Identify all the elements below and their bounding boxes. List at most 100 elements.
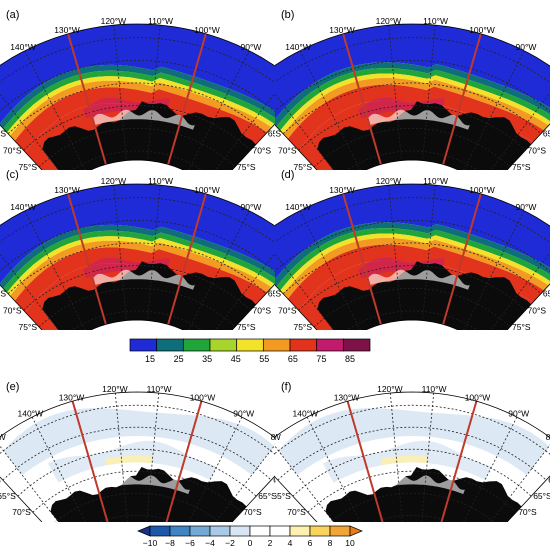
colorbar-swatch: [156, 338, 184, 352]
grid-longitude-line: [420, 392, 435, 522]
longitude-label: 80°W: [271, 432, 275, 442]
colorbar-tick-label: −4: [205, 538, 215, 548]
longitude-label: 140°W: [17, 409, 43, 419]
grid-longitude-line: [0, 75, 69, 170]
colorbar-tick-label: 55: [259, 354, 269, 364]
grid-longitude-line: [147, 25, 161, 161]
grid-longitude-line: [24, 210, 87, 330]
grid-longitude-line: [388, 25, 402, 161]
field-band: [0, 184, 275, 291]
transect-line: [342, 193, 382, 325]
latitude-label-left: 65°S: [0, 289, 6, 299]
field-band: [275, 184, 550, 289]
longitude-label: 140°W: [10, 42, 36, 52]
land-mass: [50, 467, 249, 522]
grid-latitude-line: [0, 197, 275, 261]
grid-longitude-line: [114, 392, 129, 522]
colorbar-tick-label: 85: [345, 354, 355, 364]
panel-b-map: (b)150°W140°W130°W120°W110°W100°W90°W80°…: [275, 9, 550, 170]
grid-latitude-line: [337, 514, 487, 522]
grid-latitude-line: [298, 265, 526, 311]
longitude-label: 100°W: [194, 185, 220, 195]
grid-latitude-line: [275, 37, 550, 101]
colorbar-tick-label: −10: [143, 538, 158, 548]
colorbar-swatch: [262, 338, 291, 352]
grid-latitude-line: [275, 197, 550, 261]
map-outline: [275, 23, 550, 170]
longitude-label: 120°W: [101, 176, 127, 186]
panel-label: (c): [6, 169, 19, 181]
grid-latitude-line: [298, 105, 526, 151]
colorbar-swatch: [129, 338, 158, 352]
colorbar-swatch: [309, 525, 331, 537]
longitude-label: 120°W: [376, 16, 402, 26]
colorbar-bottom: −10 −8 −6 −4 −2 0 2 4 6 8 10: [137, 525, 363, 548]
colorbar-tick-label: 45: [231, 354, 241, 364]
latitude-label-left: 60°S: [275, 475, 276, 485]
field-band: [3, 408, 275, 476]
transect-line: [163, 400, 203, 522]
longitude-label: 120°W: [101, 16, 127, 26]
latitude-label-right: 70°S: [528, 145, 547, 155]
field-band: [10, 247, 273, 318]
map-outline: [0, 391, 275, 522]
grid-longitude-line: [422, 25, 436, 161]
longitude-label: 90°W: [508, 409, 529, 419]
panel-label: (e): [6, 381, 19, 393]
latitude-label-right: 70°S: [243, 507, 262, 517]
colorbar-swatch: [209, 525, 231, 537]
ice-shelf: [367, 109, 470, 130]
colorbar-tick-label: −2: [225, 538, 235, 548]
grid-latitude-line: [0, 404, 275, 465]
longitude-label: 100°W: [194, 25, 220, 35]
grid-longitude-line: [389, 392, 404, 522]
transect-line: [442, 193, 482, 325]
land-mass: [42, 261, 259, 330]
map-outline: [0, 23, 275, 170]
longitude-label: 90°W: [233, 409, 254, 419]
field-band: [83, 257, 170, 279]
longitude-label: 90°W: [516, 202, 537, 212]
latitude-label-right: 65°S: [543, 129, 550, 139]
panel-label: (f): [281, 381, 291, 393]
grid-longitude-line: [205, 75, 275, 170]
grid-latitude-line: [7, 242, 267, 294]
latitude-label-left: 65°S: [275, 289, 281, 299]
transect-line: [167, 193, 207, 325]
grid-latitude-line: [275, 59, 550, 118]
field-band: [10, 87, 273, 158]
transect-line: [438, 400, 478, 522]
grid-latitude-line: [275, 404, 550, 465]
grid-latitude-line: [0, 37, 275, 101]
longitude-label: 140°W: [292, 409, 318, 419]
grid-longitude-line: [145, 392, 160, 522]
colorbar-tick-label: −8: [165, 538, 175, 548]
longitude-label: 90°W: [241, 42, 262, 52]
grid-latitude-line: [23, 105, 251, 151]
colorbar-tick-label: 25: [174, 354, 184, 364]
latitude-label-left: 70°S: [278, 145, 297, 155]
colorbar-swatch: [209, 338, 238, 352]
colorbar-swatch: [289, 338, 318, 352]
field-band: [0, 24, 275, 131]
latitude-label-left: 75°S: [18, 162, 37, 170]
longitude-label: 140°W: [10, 202, 36, 212]
map-field-d: [275, 184, 550, 330]
ice-shelf: [92, 269, 195, 290]
colorbar-swatch: [289, 525, 311, 537]
latitude-label-right: 65°S: [533, 491, 550, 501]
grid-longitude-line: [24, 50, 87, 170]
map-outline: [275, 183, 550, 330]
longitude-label: 90°W: [241, 202, 262, 212]
grid-longitude-line: [275, 440, 352, 522]
latitude-label-left: 70°S: [278, 305, 297, 315]
panel-a-map: (a)150°W140°W130°W120°W110°W100°W90°W80°…: [0, 9, 275, 170]
grid-longitude-line: [462, 50, 525, 170]
latitude-label-right: 60°S: [548, 475, 550, 485]
panel-f-map: (f) 150°W 140°W 130°W 120°W 110°W 100°W 90°W 80°…: [275, 381, 550, 522]
colorbar-tick-label: −6: [185, 538, 195, 548]
colorbar-top: 15 25 35 45 55 65 75 85: [129, 338, 371, 364]
ice-shelf: [367, 269, 470, 290]
longitude-label: 130°W: [54, 25, 80, 35]
grid-longitude-line: [187, 210, 250, 330]
